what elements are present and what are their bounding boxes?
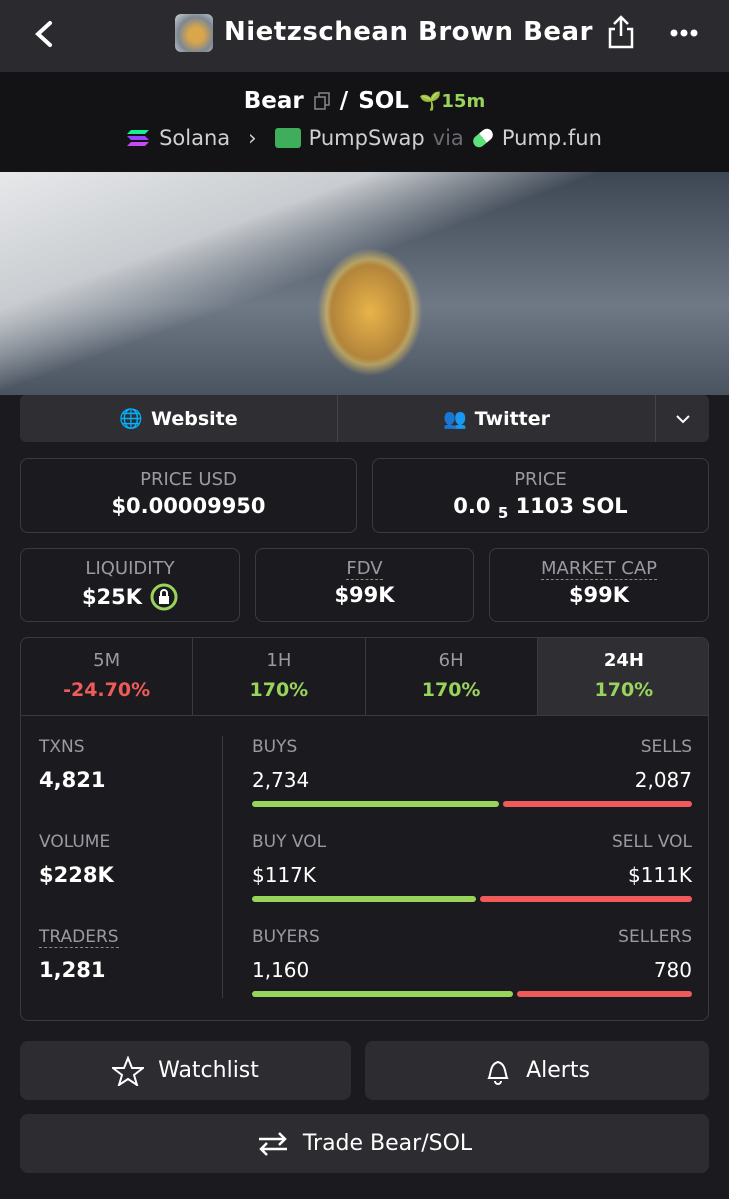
timeframe-tabs: 5M -24.70% 1H 170% 6H 170% 24H 170% [21, 638, 708, 716]
total-value: 1,281 [39, 958, 106, 982]
age: 15m [441, 90, 486, 112]
total-value: 4,821 [39, 768, 106, 792]
quote-symbol: SOL [358, 88, 409, 114]
watchlist-button[interactable]: Watchlist [20, 1041, 351, 1100]
chain-row: Solana › PumpSwap via Pump.fun [0, 126, 729, 150]
split-left-value: 2,734 [252, 768, 310, 792]
launchpad[interactable]: Pump.fun [501, 126, 602, 150]
value: $0.00009950 [111, 494, 266, 518]
alerts-button[interactable]: Alerts [365, 1041, 709, 1100]
dex[interactable]: PumpSwap [308, 126, 425, 150]
share-button[interactable] [606, 14, 636, 50]
separator: / [339, 88, 349, 114]
copy-icon[interactable] [314, 92, 330, 110]
split-left-label: BUY VOL [252, 832, 327, 852]
chain[interactable]: Solana [159, 126, 231, 150]
value: $25K [81, 585, 143, 609]
twitter-link[interactable]: 👥 Twitter [338, 395, 656, 442]
timeframe-tab[interactable]: 6H 170% [366, 638, 538, 715]
value-row: $25K [21, 583, 239, 611]
label: PRICE [514, 469, 567, 490]
price-prefix: 0.0 [453, 494, 491, 518]
value: $99K [334, 583, 395, 607]
button-label[interactable]: Watchlist [158, 1058, 259, 1083]
split-right-label: SELLS [640, 737, 692, 757]
label: PRICE USD [140, 469, 237, 490]
split-right-value: 780 [653, 958, 692, 982]
more-button[interactable] [670, 28, 700, 38]
total-label: VOLUME [39, 832, 111, 852]
divider [222, 736, 223, 998]
buy-bar [252, 991, 513, 997]
split-left-label: BUYS [252, 737, 298, 757]
total-label: TRADERS [39, 927, 119, 948]
label: LIQUIDITY [85, 558, 175, 579]
total-label: TXNS [39, 737, 85, 757]
back-button[interactable] [32, 20, 56, 48]
split-left-value: 1,160 [252, 958, 310, 982]
pair-header: Bear / SOL 🌱15m Solana › PumpSwap via Pu… [0, 72, 729, 172]
via: via [432, 126, 464, 150]
tab-change: 170% [594, 679, 654, 701]
sell-bar [516, 991, 692, 997]
tab-change: 170% [421, 679, 481, 701]
sell-bar [503, 801, 692, 807]
tab-change: 170% [249, 679, 309, 701]
token-icon [175, 14, 213, 52]
value: 0.0 5 1103 SOL [373, 494, 708, 522]
split-left-value: $117K [252, 863, 317, 887]
link-label[interactable]: Website [151, 407, 238, 430]
button-label[interactable]: Alerts [526, 1058, 590, 1083]
tab-label: 5M [93, 650, 121, 671]
timeframe-tab[interactable]: 1H 170% [193, 638, 366, 715]
split-right-value: $111K [627, 863, 692, 887]
buy-bar [252, 896, 476, 902]
split-right-value: 2,087 [634, 768, 692, 792]
lock-icon [150, 583, 178, 611]
split-left-label: BUYERS [252, 927, 320, 947]
banner-image [0, 172, 729, 395]
price-box: PRICE 0.0 5 1103 SOL [372, 458, 709, 533]
website-link[interactable]: 🌐 Website [20, 395, 338, 442]
buy-bar [252, 801, 500, 807]
price-rest: 1103 SOL [515, 494, 628, 518]
title: Nietzschean Brown Bear [224, 17, 593, 47]
tab-label: 24H [603, 650, 644, 671]
top-bar: Nietzschean Brown Bear [0, 0, 729, 72]
sell-bar [479, 896, 692, 902]
value: $99K [568, 583, 630, 607]
market-cap-box: MARKET CAP $99K [489, 548, 709, 622]
solana-icon [127, 130, 150, 146]
links-bar: 🌐 Website 👥 Twitter [20, 395, 709, 442]
label: MARKET CAP [541, 558, 657, 580]
fdv-box: FDV $99K [255, 548, 474, 622]
timeframe-tab[interactable]: 5M -24.70% [21, 638, 194, 715]
stats-rows: TXNS 4,821 VOLUME $228K TRADERS 1,281 BUYS SELL… [21, 715, 708, 1020]
price-usd-box: PRICE USD $0.00009950 [20, 458, 357, 533]
link-label[interactable]: Twitter [474, 407, 551, 430]
timeframe-tab[interactable]: 24H 170% [537, 638, 708, 715]
trade-button[interactable]: Trade Bear/SOL [20, 1114, 709, 1173]
more-links[interactable] [656, 395, 709, 442]
stats-panel: 5M -24.70% 1H 170% 6H 170% 24H 170% TXNS 4,821 VO… [20, 637, 709, 1021]
base-symbol: Bear [243, 88, 304, 114]
pair-row: Bear / SOL 🌱15m [0, 88, 729, 114]
label: FDV [346, 558, 383, 580]
liquidity-box: LIQUIDITY $25K [20, 548, 240, 622]
split-right-label: SELL VOL [611, 832, 692, 852]
tab-label: 6H [438, 650, 464, 671]
tab-label: 1H [266, 650, 292, 671]
total-value: $228K [39, 863, 114, 887]
pair-age: 🌱15m [418, 90, 486, 112]
button-label[interactable]: Trade Bear/SOL [302, 1131, 473, 1156]
tab-change: -24.70% [63, 679, 151, 701]
price-zeros: 5 [497, 504, 509, 523]
split-right-label: SELLERS [618, 927, 692, 947]
